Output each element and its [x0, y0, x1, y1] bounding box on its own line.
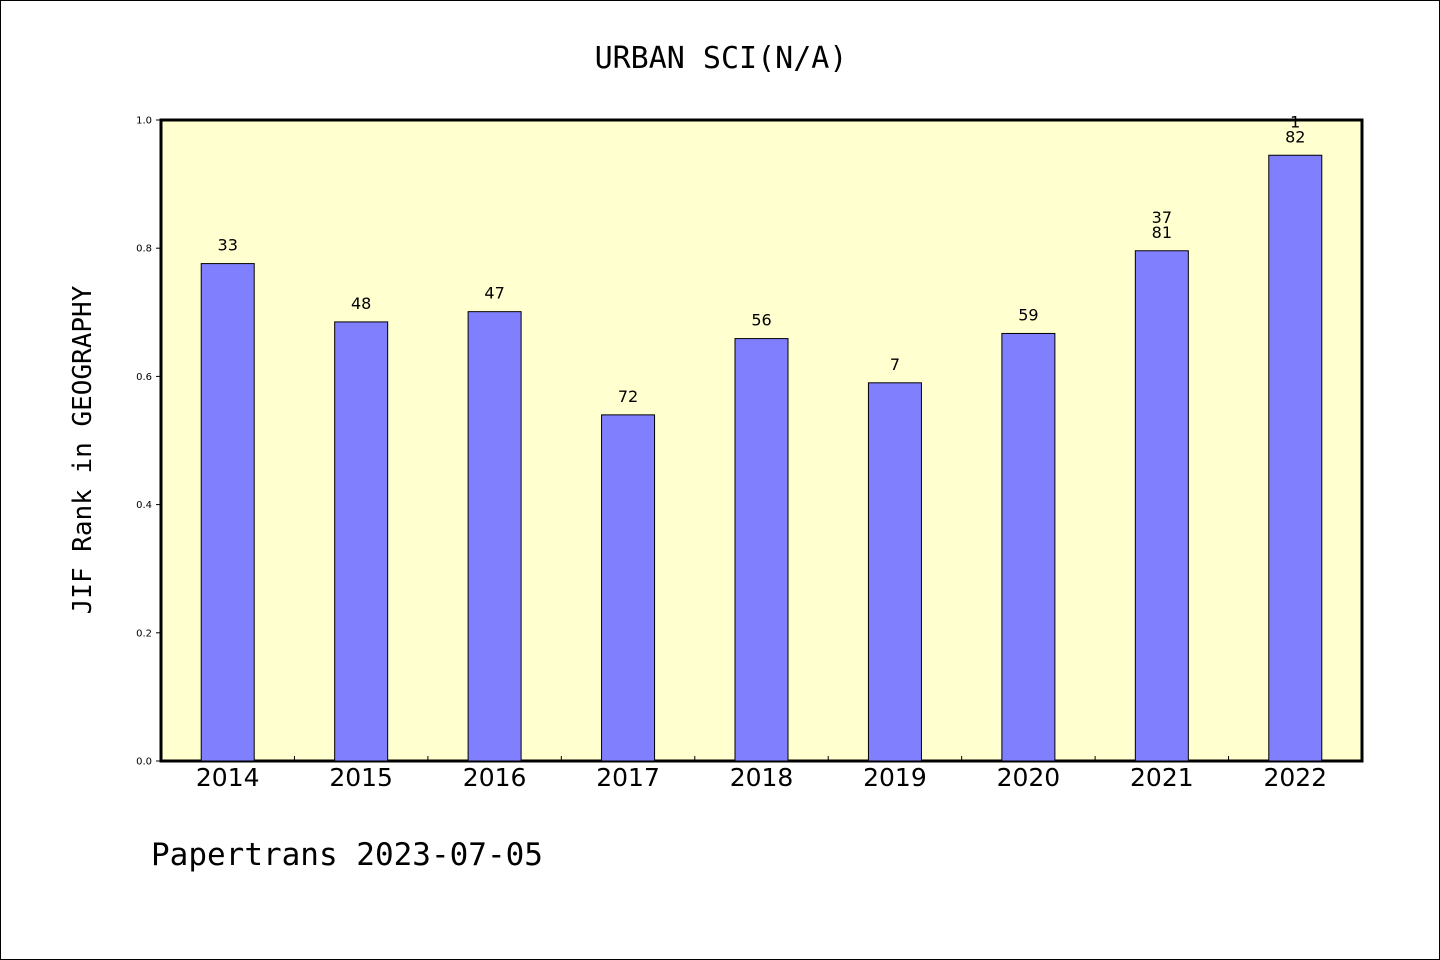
x-tick-label: 2019 [863, 763, 927, 792]
bar-value-label: 7 [890, 355, 900, 374]
y-tick-label: 0.2 [136, 628, 152, 639]
x-tick-label: 2018 [730, 763, 794, 792]
bar-2017 [601, 414, 656, 762]
bar-value-label: 1 [1290, 112, 1300, 131]
bar-2019 [867, 382, 922, 762]
bars [200, 154, 1323, 762]
bar-value-label: 47 [484, 284, 504, 303]
x-tick-label: 2017 [596, 763, 660, 792]
chart-title: URBAN SCI(N/A) [595, 41, 848, 76]
bar-value-label: 33 [218, 236, 238, 255]
y-axis-label: JIF Rank in GEOGRAPHY [68, 285, 98, 614]
x-axis-ticks: 2014 2015 2016 2017 2018 2019 2020 2021 2022 [196, 756, 1327, 792]
bar-2022 [1268, 154, 1323, 762]
x-tick-label: 2020 [997, 763, 1061, 792]
bar-value-label: 48 [351, 294, 371, 313]
bar-2014 [200, 263, 255, 762]
bar-value-label: 72 [618, 387, 638, 406]
y-tick-label: 0.8 [136, 244, 152, 255]
y-axis-ticks: 0.0 0.2 0.4 0.6 0.8 1.0 [136, 116, 161, 768]
x-tick-label: 2016 [463, 763, 527, 792]
bar-2021 [1134, 250, 1189, 762]
x-tick-label: 2021 [1130, 763, 1194, 792]
bar-2015 [334, 321, 389, 762]
bar-value-label: 81 [1152, 223, 1172, 242]
y-tick-label: 0.0 [136, 757, 152, 768]
bar-value-label: 59 [1018, 305, 1038, 324]
bar-value-label: 37 [1152, 208, 1172, 227]
bar-2016 [467, 311, 522, 762]
x-tick-label: 2022 [1263, 763, 1327, 792]
bar-value-label: 56 [751, 311, 771, 330]
bar-value-label: 82 [1285, 127, 1305, 146]
x-tick-label: 2014 [196, 763, 260, 792]
x-tick-label: 2015 [329, 763, 393, 792]
y-tick-label: 1.0 [136, 116, 152, 127]
y-tick-label: 0.4 [136, 500, 152, 511]
footer-text: Papertrans 2023-07-05 [151, 837, 543, 873]
y-tick-label: 0.6 [136, 372, 152, 383]
bar-2018 [734, 338, 789, 762]
bar-2020 [1001, 332, 1056, 762]
